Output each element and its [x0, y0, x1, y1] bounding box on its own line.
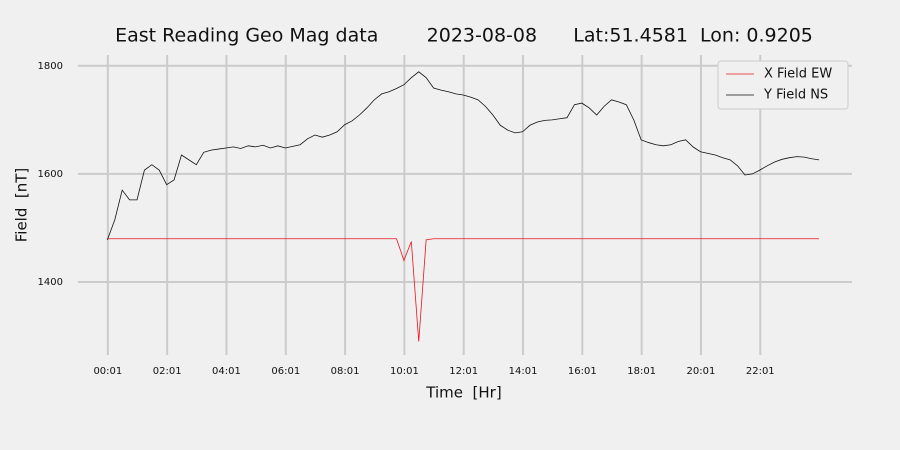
data-line: [107, 238, 820, 342]
x-tick-label: 08:01: [331, 366, 360, 377]
x-tick-label: 02:01: [153, 366, 182, 377]
legend-label: X Field EW: [764, 67, 832, 82]
x-tick-label: 04:01: [212, 366, 241, 377]
x-tick-label: 00:01: [93, 366, 122, 377]
x-tick-label: 12:01: [449, 366, 478, 377]
y-axis-label: Field [nT]: [13, 168, 31, 243]
legend-box: [717, 60, 849, 110]
x-tick-label: 22:01: [746, 366, 775, 377]
x-tick-label: 18:01: [627, 366, 656, 377]
y-tick-label: 1600: [38, 169, 63, 180]
legend-label: Y Field NS: [763, 88, 828, 103]
x-tick-label: 10:01: [390, 366, 419, 377]
x-tick-label: 14:01: [509, 366, 538, 377]
y-tick-label: 1800: [38, 61, 63, 72]
data-line: [106, 71, 820, 240]
x-axis-label: Time [Hr]: [425, 384, 501, 402]
chart-title: East Reading Geo Mag data 2023-08-08 Lat…: [115, 25, 813, 47]
y-tick-label: 1400: [38, 277, 63, 288]
x-tick-label: 20:01: [687, 366, 716, 377]
x-tick-label: 06:01: [271, 366, 300, 377]
legend: X Field EW Y Field NS: [717, 60, 849, 110]
x-tick-label: 16:01: [568, 366, 597, 377]
